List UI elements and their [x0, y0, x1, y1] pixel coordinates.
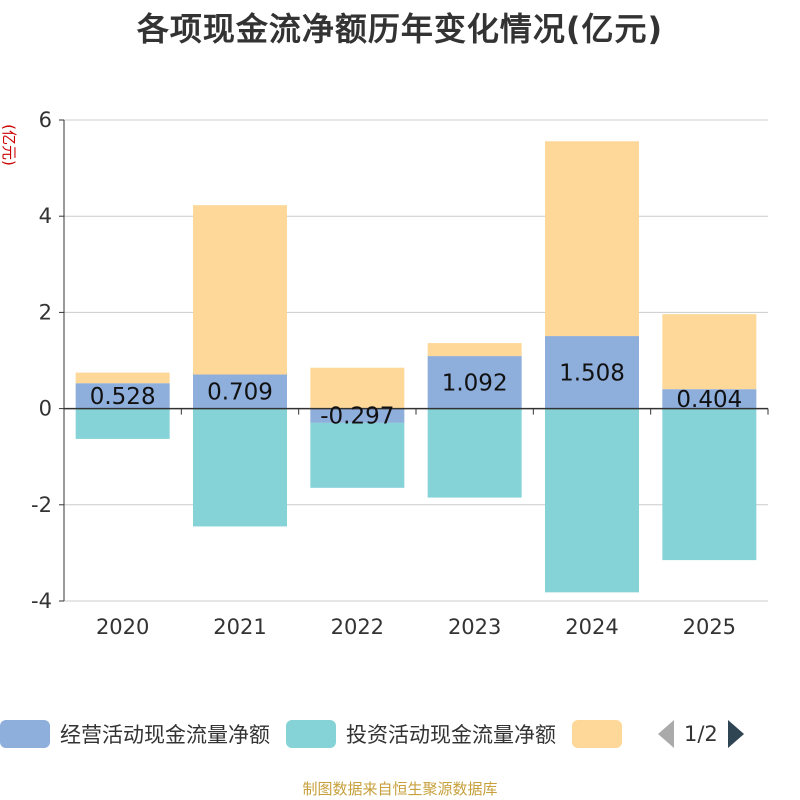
bar-financing-2025 [662, 314, 757, 390]
legend-next-arrow-icon[interactable] [727, 720, 744, 748]
bar-operating-2022 [310, 408, 405, 423]
legend-swatch-financing [572, 720, 622, 748]
legend-item-operating[interactable]: 经营活动现金流量净额 [0, 719, 270, 749]
x-tick-label: 2023 [448, 615, 501, 639]
y-tick-label: 2 [39, 300, 52, 324]
data-label: -0.297 [320, 404, 394, 430]
bar-operating-2020 [75, 383, 170, 409]
source-footer: 制图数据来自恒生聚源数据库 [302, 780, 498, 798]
legend-label-operating: 经营活动现金流量净额 [60, 723, 270, 747]
legend-prev-arrow-icon[interactable] [658, 720, 674, 748]
data-label: 0.709 [207, 380, 273, 406]
bar-operating-2025 [662, 389, 757, 409]
legend-item-financing[interactable] [572, 720, 632, 748]
data-label: 1.092 [442, 370, 508, 396]
x-tick-label: 2024 [565, 615, 618, 639]
bar-financing-2022 [310, 367, 405, 409]
bar-operating-2023 [427, 356, 522, 409]
y-tick-label: -4 [31, 589, 52, 613]
bar-investing-2021 [193, 408, 287, 527]
y-tick-label: -2 [31, 493, 52, 517]
bar-investing-2025 [662, 408, 757, 561]
data-label: 0.528 [90, 384, 156, 410]
bar-investing-2022 [310, 422, 405, 488]
data-label: 0.404 [676, 387, 742, 413]
y-tick-label: 6 [39, 108, 52, 132]
data-label: 1.508 [559, 360, 625, 386]
legend-item-investing[interactable]: 投资活动现金流量净额 [286, 719, 556, 749]
bar-financing-2023 [427, 343, 522, 357]
bar-investing-2024 [545, 408, 639, 593]
x-tick-label: 2020 [96, 615, 149, 639]
y-tick-label: 4 [39, 204, 52, 228]
bar-operating-2024 [545, 336, 639, 409]
bar-financing-2021 [193, 205, 287, 375]
x-tick-label: 2025 [683, 615, 736, 639]
legend-pager: 1/2 [658, 720, 744, 748]
chart-title: 各项现金流净额历年变化情况(亿元) [136, 10, 664, 48]
bar-investing-2023 [427, 408, 522, 498]
y-tick-label: 0 [39, 397, 52, 421]
bar-investing-2020 [75, 408, 170, 439]
legend-swatch-investing [286, 720, 336, 748]
y-axis-unit-label: (亿元) [0, 124, 18, 166]
bar-financing-2020 [75, 372, 170, 384]
legend: 经营活动现金流量净额 投资活动现金流量净额 1/2 [0, 716, 800, 752]
x-tick-label: 2021 [213, 615, 266, 639]
legend-label-investing: 投资活动现金流量净额 [346, 723, 556, 747]
bar-financing-2024 [545, 141, 639, 337]
x-tick-label: 2022 [331, 615, 384, 639]
legend-page-indicator: 1/2 [684, 722, 718, 746]
legend-swatch-operating [0, 720, 50, 748]
bar-operating-2021 [193, 374, 287, 409]
